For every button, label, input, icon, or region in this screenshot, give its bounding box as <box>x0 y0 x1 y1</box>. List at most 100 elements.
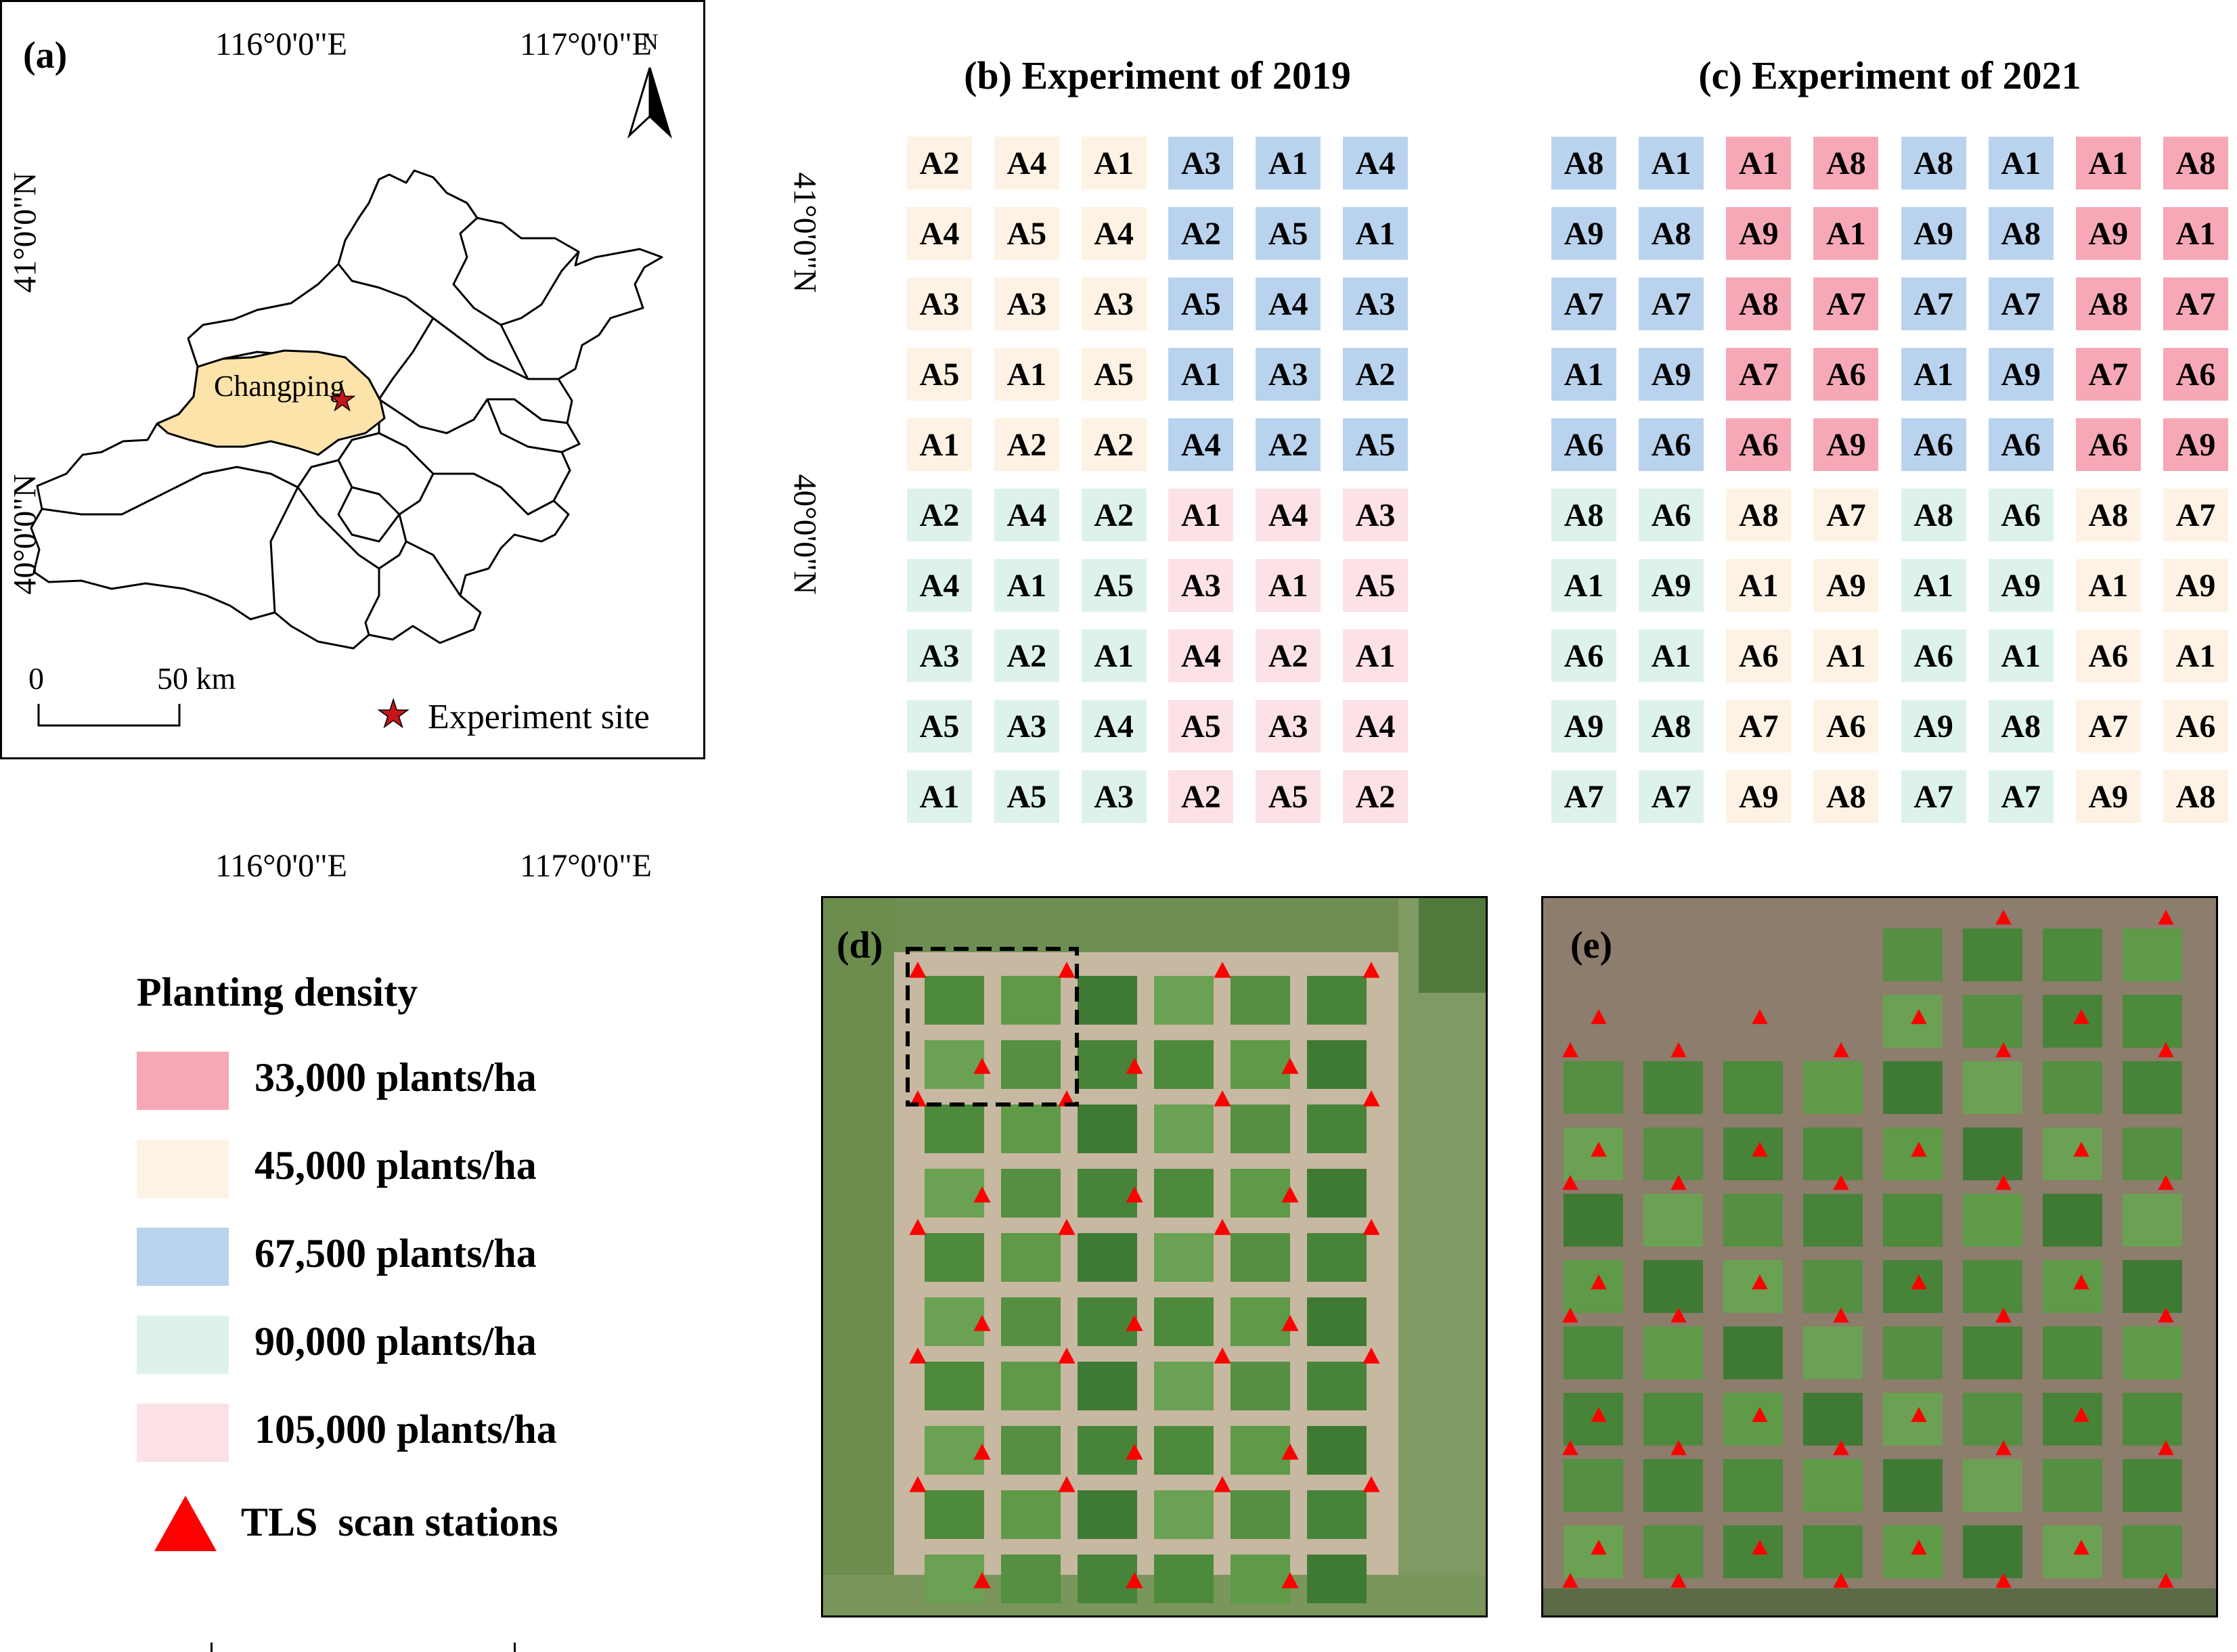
experiment_2019-plot-cell: A3 <box>907 629 972 682</box>
tls-scan-station-marker <box>1058 962 1076 978</box>
tls-scan-station-marker <box>1126 1444 1143 1460</box>
experiment_2021-plot-cell: A6 <box>1639 489 1704 541</box>
tls-scan-station-marker <box>1752 1540 1768 1555</box>
tls-scan-station-marker <box>1752 1407 1768 1423</box>
field-plot <box>1078 1555 1137 1603</box>
field-plot <box>1154 1490 1214 1539</box>
experiment_2019-plot-cell: A3 <box>907 277 972 330</box>
field-plot <box>1564 1061 1623 1114</box>
experiment_2019-plot-cell: A2 <box>907 137 972 189</box>
field-plot <box>2043 1128 2102 1180</box>
field-plot <box>1723 1326 1783 1379</box>
tls-scan-station-marker <box>973 1572 991 1588</box>
field-plot <box>1078 1104 1137 1153</box>
experiment_2021-plot-cell: A1 <box>1551 559 1616 612</box>
experiment_2021-plot-cell: A9 <box>2163 418 2228 471</box>
experiment-2019-grid: A2 A4 A1 A3 A1 A4 A4 A5 A4 A2 A5 A1 A3 A3 A3 A5 A4 A3 A5 A1… <box>907 137 1408 823</box>
experiment_2019-plot-cell: A5 <box>1256 207 1321 260</box>
field-plot <box>1963 1459 2022 1512</box>
experiment_2019-plot-cell: A1 <box>1081 629 1147 682</box>
tls-scan-station-marker <box>1058 1476 1076 1492</box>
experiment_2021-plot-cell: A1 <box>1726 559 1792 612</box>
panel-a-label: (a) <box>23 35 68 76</box>
field-plot <box>1883 929 1943 981</box>
tls-scan-station-marker <box>2158 1440 2174 1456</box>
experiment_2021-plot-cell: A7 <box>1726 348 1792 401</box>
field-plot <box>1643 1061 1703 1114</box>
experiment_2021-plot-cell: A7 <box>1639 277 1704 330</box>
tls-scan-station-marker <box>2158 910 2174 925</box>
experiment_2019-plot-cell: A4 <box>1343 700 1408 753</box>
tls-scan-station-marker <box>1995 1573 2012 1588</box>
experiment_2021-plot-cell: A1 <box>1726 137 1792 189</box>
tls-scan-station-marker <box>1911 1274 1927 1290</box>
experiment_2021-plot-cell: A8 <box>1813 137 1879 189</box>
tls-scan-station-marker <box>1562 1308 1578 1323</box>
legend-label-d90: 90,000 plants/ha <box>254 1319 537 1364</box>
field-plot <box>1307 1104 1367 1153</box>
scale-end-label: 50 km <box>157 661 236 696</box>
tls-scan-station-marker <box>2073 1274 2089 1290</box>
tls-scan-station-marker <box>1833 1573 1849 1588</box>
tls-scan-station-marker <box>973 1058 991 1074</box>
legend-swatch-d90 <box>137 1316 229 1374</box>
field-plot <box>1723 1260 1783 1313</box>
experiment_2021-plot-cell: A9 <box>1988 348 2054 401</box>
tls-scan-station-marker <box>1126 1186 1143 1203</box>
aerial-photo-2021-image <box>1543 898 2216 1615</box>
experiment_2019-plot-cell: A4 <box>1256 489 1321 541</box>
site-legend-label: Experiment site <box>428 698 650 736</box>
tls-scan-station-marker <box>2073 1407 2089 1423</box>
experiment_2019-plot-cell: A5 <box>907 348 972 401</box>
experiment_2021-plot-cell: A8 <box>2075 489 2141 541</box>
experiment_2021-plot-cell: A9 <box>1813 559 1879 612</box>
experiment_2019-plot-cell: A3 <box>1256 700 1321 753</box>
top-lon-label-116: 116°0'0"E <box>215 26 347 62</box>
field-plot <box>1307 1233 1367 1282</box>
experiment_2021-plot-cell: A1 <box>1901 559 1966 612</box>
experiment-2019-title: (b) Experiment of 2019 <box>964 53 1351 97</box>
changping-label: Changping <box>214 370 345 403</box>
tls-scan-station-marker <box>909 962 927 978</box>
experiment_2021-plot-cell: A6 <box>1551 629 1616 682</box>
field-plot <box>1078 1490 1137 1539</box>
experiment_2021-plot-cell: A6 <box>2075 418 2141 471</box>
field-plot <box>1643 1525 1703 1578</box>
field-plot <box>1963 1128 2022 1180</box>
experiment_2019-plot-cell: A2 <box>1081 489 1147 541</box>
experiment_2019-plot-cell: A3 <box>1081 277 1147 330</box>
field-plot <box>1154 1362 1214 1410</box>
field-plot <box>1078 1297 1137 1346</box>
experiment_2021-plot-cell: A8 <box>1901 137 1966 189</box>
tls-scan-station-marker <box>1562 1573 1578 1588</box>
photo-d-label: (d) <box>837 924 883 966</box>
field-plot <box>1231 1040 1290 1089</box>
experiment_2019-plot-cell: A1 <box>1168 348 1234 401</box>
experiment_2019-plot-cell: A3 <box>1256 348 1321 401</box>
experiment_2019-plot-cell: A4 <box>1081 700 1147 753</box>
tls-scan-station-marker <box>1214 1476 1231 1492</box>
experiment_2021-plot-cell: A6 <box>1901 418 1966 471</box>
experiment_2021-plot-cell: A8 <box>1551 489 1616 541</box>
tls-scan-station-marker <box>2073 1540 2089 1555</box>
tls-scan-station-marker <box>1562 1042 1578 1058</box>
legend-label-d105: 105,000 plants/ha <box>254 1407 557 1452</box>
experiment_2021-plot-cell: A8 <box>1988 700 2054 753</box>
experiment_2021-plot-cell: A7 <box>1901 770 1966 823</box>
field-plot <box>925 1555 984 1603</box>
field-plot <box>1883 1194 1943 1247</box>
field-plot <box>2043 929 2102 981</box>
field-plot <box>1803 1194 1863 1247</box>
experiment_2021-plot-cell: A7 <box>2075 700 2141 753</box>
tls-scan-station-marker <box>1591 1540 1607 1555</box>
tls-scan-station-marker <box>1058 1090 1076 1107</box>
experiment_2021-plot-cell: A8 <box>2163 770 2228 823</box>
experiment_2019-plot-cell: A4 <box>1168 418 1234 471</box>
tls-scan-station-marker <box>1562 1440 1578 1456</box>
experiment_2021-plot-cell: A6 <box>1639 418 1704 471</box>
field-plot <box>1231 976 1290 1025</box>
field-plot <box>2123 1525 2182 1578</box>
experiment_2021-plot-cell: A8 <box>1901 489 1966 541</box>
field-plot <box>1307 1297 1367 1346</box>
field-plot <box>1307 1169 1367 1218</box>
